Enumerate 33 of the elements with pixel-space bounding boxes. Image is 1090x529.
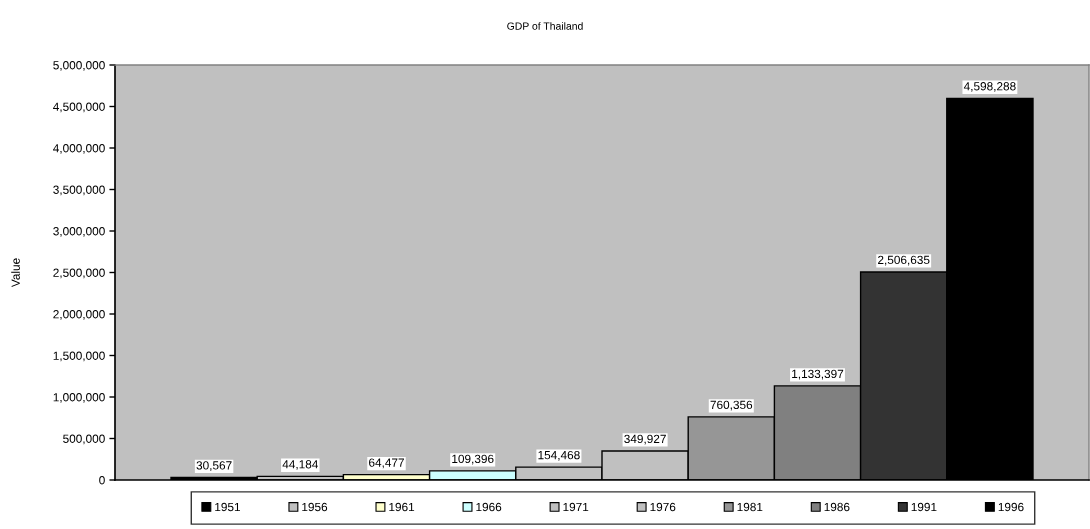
y-axis-title: Value (11, 258, 20, 288)
data-label: 349,927 (624, 434, 666, 445)
y-tick-label: 1,500,000 (53, 351, 105, 362)
data-label: 2,506,635 (878, 255, 930, 266)
legend-label: 1966 (476, 502, 502, 512)
chart-title: GDP of Thailand (507, 22, 583, 30)
y-tick-label: 3,000,000 (53, 227, 105, 237)
y-tick-label: 5,000,000 (53, 61, 105, 71)
legend-label: 1971 (563, 502, 589, 512)
y-tick-label: 3,500,000 (53, 185, 105, 196)
data-label: 44,184 (282, 460, 319, 470)
legend-label: 1986 (824, 502, 850, 512)
legend-label: 1976 (650, 502, 676, 512)
legend-label: 1996 (998, 502, 1024, 512)
legend-label: 1991 (911, 502, 937, 512)
legend-label: 1956 (302, 502, 328, 512)
data-label: 30,567 (196, 461, 232, 471)
legend-label: 1981 (737, 502, 763, 512)
y-tick-label: 2,500,000 (53, 268, 105, 279)
y-tick-label: 500,000 (63, 434, 105, 445)
y-tick-label: 0 (99, 476, 105, 485)
legend-label: 1951 (215, 502, 240, 512)
y-tick-label: 4,500,000 (53, 102, 105, 113)
data-label: 64,477 (369, 458, 404, 469)
data-label: 760,356 (710, 400, 753, 411)
y-tick-label: 4,000,000 (53, 144, 105, 154)
y-tick-label: 1,000,000 (53, 393, 105, 403)
y-tick-label: 2,000,000 (53, 310, 105, 320)
data-label: 109,396 (452, 454, 494, 465)
data-label: 154,468 (538, 450, 580, 461)
data-label: 4,598,288 (963, 82, 1016, 92)
data-label: 1,133,397 (792, 369, 844, 380)
legend-label: 1961 (389, 502, 415, 512)
